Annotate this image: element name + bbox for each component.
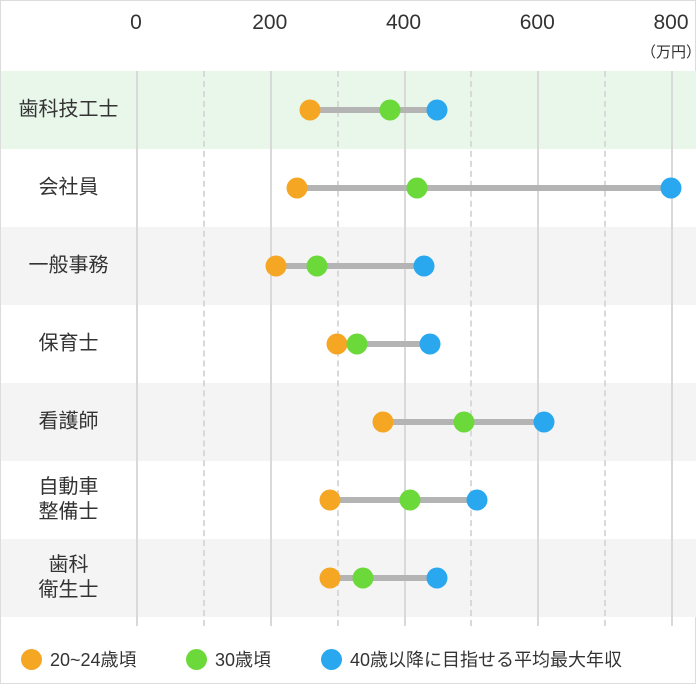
gridline-minor bbox=[604, 71, 606, 626]
marker-age40 bbox=[426, 100, 447, 121]
marker-age30 bbox=[453, 412, 474, 433]
marker-age20 bbox=[373, 412, 394, 433]
row-label: 会社員 bbox=[1, 176, 136, 201]
legend-item-age40: 40歳以降に目指せる平均最大年収 bbox=[321, 646, 622, 672]
row-label: 歯科技工士 bbox=[1, 98, 136, 123]
marker-age20 bbox=[319, 568, 340, 589]
marker-age40 bbox=[661, 178, 682, 199]
legend-swatch bbox=[186, 649, 207, 670]
marker-age20 bbox=[319, 490, 340, 511]
row-label: 歯科 衛生士 bbox=[1, 553, 136, 603]
gridline-major bbox=[404, 71, 406, 626]
x-tick-label: 0 bbox=[130, 11, 142, 35]
legend-label: 20~24歳頃 bbox=[50, 646, 137, 672]
row-label: 自動車 整備士 bbox=[1, 475, 136, 525]
marker-age20 bbox=[326, 334, 347, 355]
marker-age40 bbox=[420, 334, 441, 355]
x-tick-label: 600 bbox=[520, 11, 555, 35]
legend-item-age30: 30歳頃 bbox=[186, 646, 271, 672]
x-tick-label: 800 bbox=[653, 11, 688, 35]
range-bar bbox=[310, 107, 437, 113]
chart-row: 看護師 bbox=[1, 383, 696, 461]
gridline-minor bbox=[470, 71, 472, 626]
range-bar bbox=[276, 263, 423, 269]
legend-swatch bbox=[21, 649, 42, 670]
gridline-major bbox=[537, 71, 539, 626]
marker-age40 bbox=[533, 412, 554, 433]
legend-label: 30歳頃 bbox=[215, 646, 271, 672]
range-bar bbox=[297, 185, 672, 191]
marker-age30 bbox=[306, 256, 327, 277]
row-label: 一般事務 bbox=[1, 254, 136, 279]
row-label: 保育士 bbox=[1, 332, 136, 357]
row-label: 看護師 bbox=[1, 410, 136, 435]
marker-age30 bbox=[353, 568, 374, 589]
gridline-major bbox=[671, 71, 673, 626]
marker-age20 bbox=[299, 100, 320, 121]
range-bar bbox=[330, 575, 437, 581]
x-unit-label: （万円） bbox=[641, 41, 696, 62]
plot-area: 歯科技工士会社員一般事務保育士看護師自動車 整備士歯科 衛生士 0 200 400 60… bbox=[1, 1, 696, 685]
marker-age40 bbox=[467, 490, 488, 511]
legend-item-age20: 20~24歳頃 bbox=[21, 646, 137, 672]
marker-age30 bbox=[380, 100, 401, 121]
x-tick-label: 400 bbox=[386, 11, 421, 35]
legend-swatch bbox=[321, 649, 342, 670]
x-tick-label: 200 bbox=[252, 11, 287, 35]
marker-age40 bbox=[413, 256, 434, 277]
marker-age30 bbox=[406, 178, 427, 199]
gridline-minor bbox=[203, 71, 205, 626]
marker-age40 bbox=[426, 568, 447, 589]
marker-age20 bbox=[286, 178, 307, 199]
marker-age30 bbox=[346, 334, 367, 355]
gridline-major bbox=[136, 71, 138, 626]
marker-age20 bbox=[266, 256, 287, 277]
legend-label: 40歳以降に目指せる平均最大年収 bbox=[350, 646, 622, 672]
marker-age30 bbox=[400, 490, 421, 511]
salary-range-chart: 歯科技工士会社員一般事務保育士看護師自動車 整備士歯科 衛生士 0 200 400 60… bbox=[0, 0, 696, 684]
gridline-major bbox=[270, 71, 272, 626]
